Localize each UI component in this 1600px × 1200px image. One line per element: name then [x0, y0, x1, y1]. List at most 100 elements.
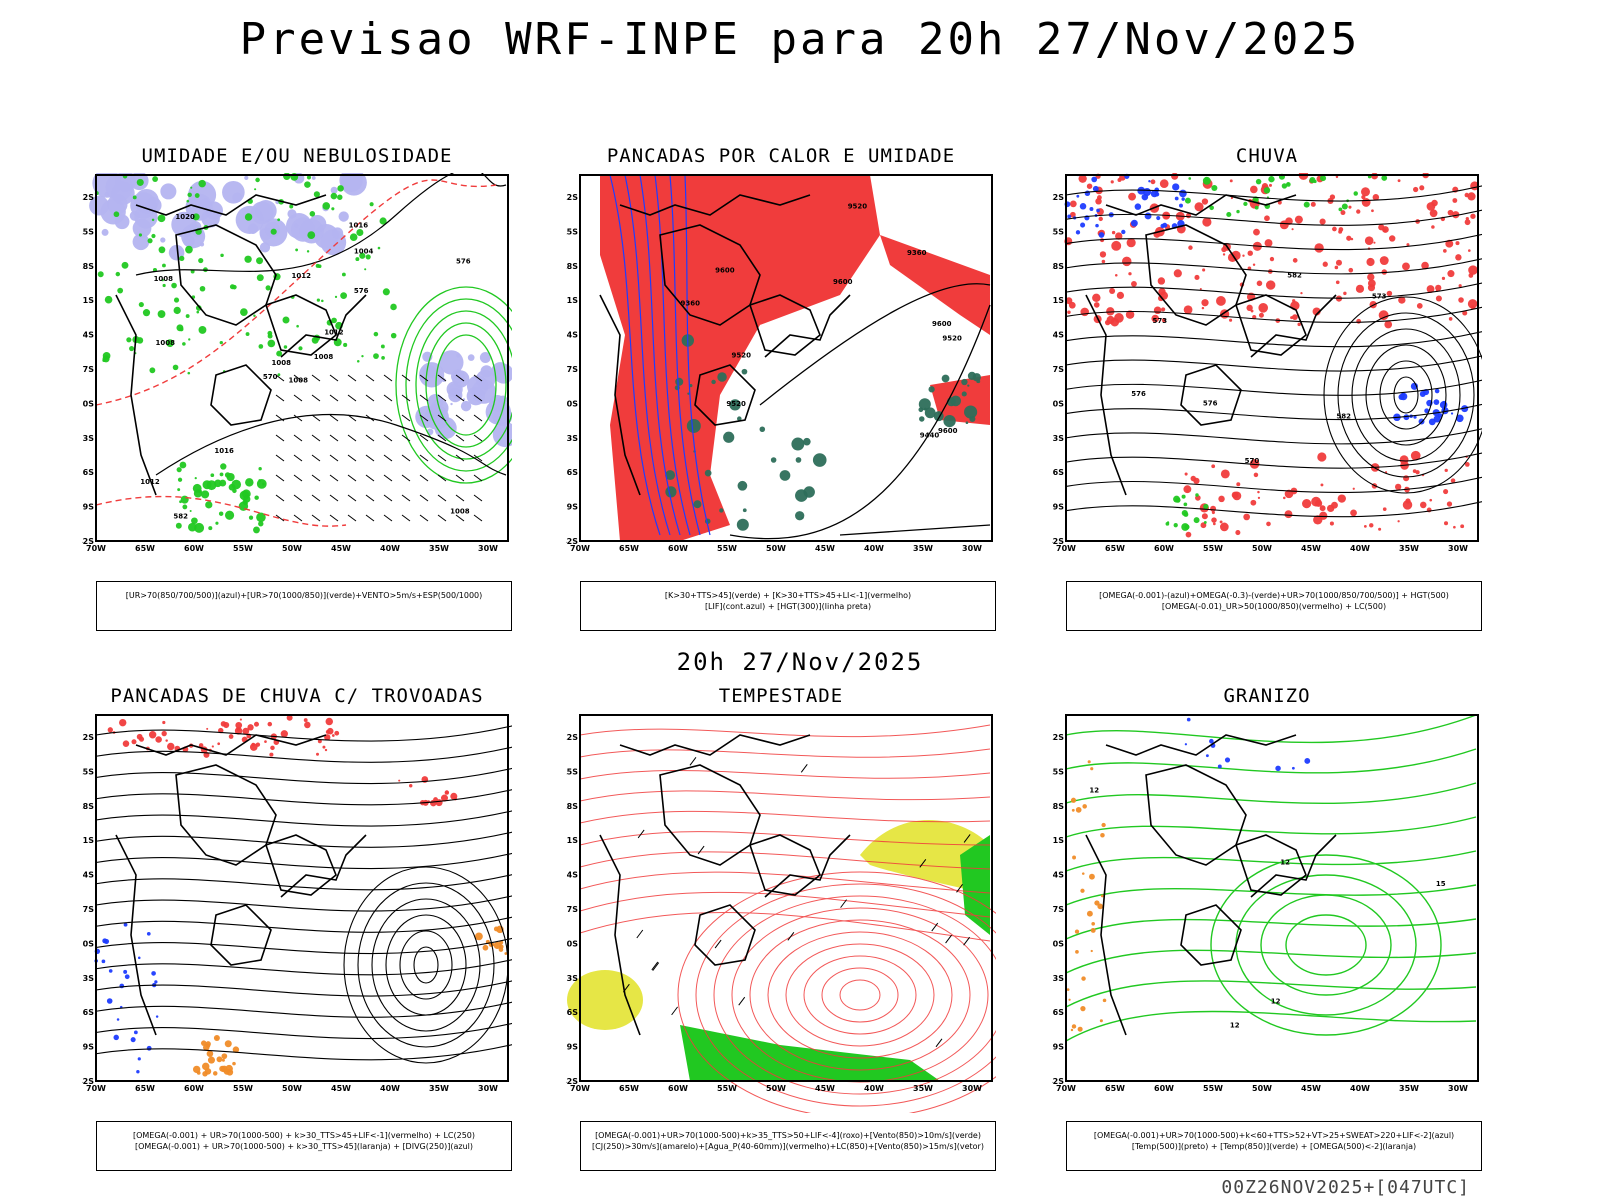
rain-cell-red — [1443, 249, 1447, 253]
rain-cell-blue — [1439, 401, 1448, 409]
thunder-cell-red — [304, 721, 311, 729]
hail-cell-blue — [1291, 766, 1295, 770]
rain-cell-green — [1188, 177, 1192, 180]
humidity-cell-blue — [287, 209, 297, 219]
humidity-cell-green — [321, 299, 324, 303]
hail-cell-blue — [1184, 743, 1188, 746]
rain-cell-red — [1190, 475, 1197, 482]
thunder-cell-red — [119, 718, 127, 727]
border-line — [619, 734, 811, 756]
wind-arrow — [275, 454, 285, 462]
rain-cell-red — [1250, 185, 1258, 194]
omega-cell-orange — [1086, 910, 1093, 917]
rain-cell-green — [1243, 201, 1248, 207]
pw-line — [579, 748, 991, 758]
instability-cell-green — [717, 372, 727, 382]
humidity-cell-blue — [460, 400, 472, 412]
rain-cell-red — [1201, 198, 1209, 205]
lat-tick-label: 21S — [82, 836, 94, 845]
humidity-cell-green — [343, 342, 348, 347]
rain-cell-red — [1455, 241, 1460, 246]
wind-arrow — [293, 394, 303, 402]
rain-cell-red — [1250, 499, 1257, 506]
divergence-cell-blue — [116, 1018, 120, 1021]
rain-cell-red — [1106, 307, 1115, 316]
humidity-cell-green — [185, 314, 190, 318]
lat-tick-label: 24S — [82, 331, 94, 340]
omega-cell-orange — [1080, 1005, 1086, 1012]
map-trovoadas: 12S 15S 18S 21S 24S 27S 30S 33S 36S 39S 42S70W 65W 6… — [82, 714, 512, 1093]
rain-cell-blue — [1084, 190, 1091, 197]
rain-cell-red — [1173, 269, 1182, 278]
border-line — [1085, 294, 1127, 496]
lat-tick-label: 27S — [566, 905, 578, 914]
omega-cell-orange — [1075, 807, 1082, 813]
thunder-cell-red — [409, 784, 413, 788]
humidity-cell-green — [296, 324, 299, 328]
streamline — [1065, 403, 1482, 421]
wind-arrow — [347, 494, 357, 502]
wind-arrow — [329, 434, 339, 442]
streamline — [1065, 428, 1482, 445]
humidity-cell-blue — [452, 388, 462, 398]
panel-title: GRANIZO — [1223, 685, 1311, 707]
isobar — [155, 413, 507, 476]
thunder-cell-red — [270, 745, 275, 751]
panel-trovoadas: PANCADAS DE CHUVA C/ TROVOADAS 12S 15S 18S… — [82, 685, 512, 1175]
lon-tick-label: 60W — [668, 544, 688, 553]
legend-line-1: [K>30+TTS>45](verde) + [K>30+TTS>45+LI<-… — [664, 591, 912, 600]
lat-tick-label: 21S — [566, 296, 578, 305]
streamline — [1065, 355, 1482, 372]
rain-cell-red — [1413, 186, 1419, 193]
rain-cell-red — [1291, 228, 1294, 231]
border-line — [115, 834, 157, 1036]
streamline — [95, 1044, 512, 1061]
wind-arrow — [347, 394, 357, 402]
legend-line-1: [UR>70(850/700/500)](azul)+[UR>70(1000/8… — [125, 591, 483, 600]
map-background — [1066, 715, 1478, 1081]
humidity-cell-green — [255, 177, 260, 183]
streamline — [95, 874, 512, 891]
thunder-cell-red — [398, 779, 401, 782]
rain-cell-red — [1184, 472, 1188, 476]
humidity-cell-green — [187, 371, 191, 375]
rain-cell-green — [1341, 203, 1348, 210]
rain-cell-green — [1203, 503, 1209, 510]
thunder-cell-red — [253, 721, 259, 727]
rain-cell-red — [1332, 226, 1337, 232]
thunder-cell-red — [236, 727, 241, 732]
rain-cell-green — [1173, 523, 1178, 528]
rain-cell-red — [1232, 491, 1242, 501]
humidity-cell-green — [244, 213, 253, 221]
height-line — [839, 524, 991, 536]
contour-label: 9520 — [848, 202, 868, 210]
wind-arrow — [473, 434, 483, 442]
streamline — [95, 916, 512, 933]
humidity-cell-green — [355, 257, 360, 262]
rain-cell-red — [1335, 175, 1339, 179]
rain-cell-green — [1175, 497, 1181, 503]
wind-arrow — [652, 962, 660, 971]
border-line — [135, 194, 327, 216]
omega-cell-orange — [1075, 949, 1079, 954]
humidity-cell-green — [157, 214, 166, 223]
humidity-cell-green — [194, 522, 205, 533]
humidity-cell-blue — [160, 183, 177, 200]
thunder-cell-orange — [225, 1064, 233, 1073]
border-line — [694, 904, 756, 966]
vortex-ring — [1365, 344, 1447, 446]
wind-arrow — [419, 454, 429, 462]
humidity-cell-green — [256, 274, 264, 282]
humidity-cell-blue — [114, 214, 130, 230]
panel-title: PANCADAS POR CALOR E UMIDADE — [606, 145, 956, 167]
wind-arrow — [473, 494, 483, 502]
humidity-cell-blue — [114, 173, 136, 192]
instability-cell-green — [969, 415, 976, 423]
instability-cell-green — [941, 374, 950, 383]
divergence-cell-blue — [123, 922, 128, 927]
contour-label: 1020 — [175, 213, 195, 221]
lat-tick-label: 30S — [566, 399, 578, 408]
rain-cell-red — [1314, 499, 1323, 507]
omega-cell-orange — [1082, 804, 1087, 809]
humidity-cell-blue — [480, 365, 493, 378]
